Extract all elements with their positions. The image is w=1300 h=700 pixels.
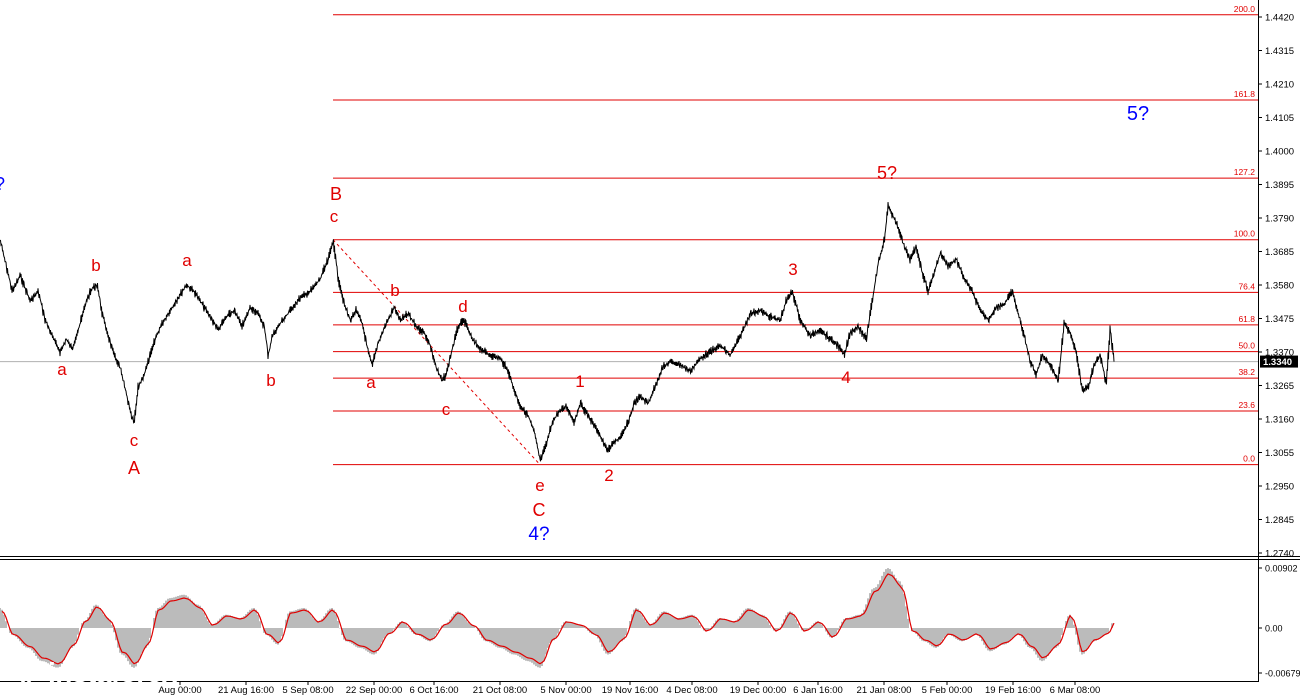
fib-level-label: 23.6	[1238, 400, 1255, 410]
time-tick-label: 6 Jan 16:00	[793, 685, 843, 696]
osc-histogram	[0, 568, 1113, 668]
fib-level-label: 38.2	[1238, 367, 1255, 377]
price-tick-label: 1.3580	[1265, 281, 1294, 292]
price-line	[0, 202, 1115, 462]
price-tick-label: 1.4000	[1265, 147, 1294, 158]
time-tick-label: 5 Sep 08:00	[282, 685, 333, 696]
time-tick-label: 4 Dec 08:00	[666, 685, 717, 696]
price-tick-label: 1.4420	[1265, 13, 1294, 24]
wave-label: 1	[575, 372, 584, 391]
wave-label: a	[182, 251, 192, 270]
osc-tick-label: 0.00	[1265, 624, 1283, 634]
current-price-label: 1.3340	[1263, 357, 1292, 368]
logo-tagline: Instant Forex Trading	[50, 684, 154, 696]
time-tick-label: 22 Sep 00:00	[346, 685, 403, 696]
time-tick-label: 21 Oct 08:00	[473, 685, 527, 696]
osc-signal-line	[1, 573, 1115, 665]
price-tick-label: 1.4210	[1265, 80, 1294, 91]
time-tick-label: 21 Jan 08:00	[857, 685, 912, 696]
fib-level-label: 127.2	[1234, 167, 1256, 177]
fib-level-label: 50.0	[1238, 341, 1255, 351]
wave-label: b	[266, 371, 275, 390]
price-tick-label: 1.2740	[1265, 549, 1294, 560]
osc-tick-label: -0.00679	[1265, 669, 1300, 679]
time-tick-label: 19 Dec 00:00	[730, 685, 787, 696]
price-tick-label: 1.4315	[1265, 46, 1294, 57]
logo-name: instaforex	[48, 657, 177, 688]
price-tick-label: 1.3790	[1265, 214, 1294, 225]
price-tick-label: 1.3265	[1265, 381, 1294, 392]
price-tick-label: 1.3370	[1265, 348, 1294, 359]
time-tick-label: 5 Nov 00:00	[540, 685, 591, 696]
fib-level-label: 161.8	[1234, 89, 1256, 99]
price-tick-label: 1.3160	[1265, 415, 1294, 426]
wave-label: c	[442, 400, 451, 419]
wave-label: d	[458, 297, 467, 316]
fib-level-label: 0.0	[1243, 454, 1255, 464]
oscillator-panel: 0.00902 0.00 -0.00679	[0, 564, 1300, 679]
time-tick-label: 6 Mar 08:00	[1050, 685, 1101, 696]
time-tick-label: 21 Aug 16:00	[218, 685, 274, 696]
fib-level-label: 200.0	[1234, 4, 1256, 14]
osc-tick-label: 0.00902	[1265, 564, 1298, 574]
price-axis: 1.4420 1.4315 1.4210 1.4105 1.4000 1.3895 1.37…	[1258, 13, 1298, 560]
time-tick-label: 6 Oct 16:00	[409, 685, 458, 696]
wave-label: 2	[604, 466, 613, 485]
time-tick-label: 19 Nov 16:00	[602, 685, 659, 696]
fib-trendline	[332, 239, 541, 465]
price-tick-label: 1.3475	[1265, 314, 1294, 325]
wave-label: e	[535, 476, 544, 495]
time-tick-label: 19 Feb 16:00	[985, 685, 1041, 696]
fib-level-label: 76.4	[1238, 281, 1255, 291]
time-axis: Aug 00:00 21 Aug 16:00 5 Sep 08:00 22 Sep 0…	[158, 681, 1100, 696]
wave-label: 5?	[877, 163, 897, 183]
instaforex-logo: instaforex Instant Forex Trading	[4, 654, 184, 698]
time-tick-label: Aug 00:00	[158, 685, 201, 696]
main-price-panel	[0, 0, 1300, 682]
wave-label: 5?	[1127, 103, 1149, 125]
fibonacci-levels: 200.0 161.8 127.2 100.0 76.4 61.8 50.0 38.2 23.6…	[332, 4, 1258, 466]
wave-label: b	[390, 281, 399, 300]
wave-label: a	[366, 373, 376, 392]
wave-label: ?	[0, 174, 5, 194]
price-tick-label: 1.3895	[1265, 180, 1294, 191]
price-tick-label: 1.4105	[1265, 113, 1294, 124]
wave-label: 3	[788, 260, 797, 279]
wave-label: b	[91, 256, 100, 275]
current-price-tag	[1260, 355, 1298, 368]
fib-level-label: 100.0	[1234, 229, 1256, 239]
wave-label: B	[330, 184, 342, 204]
time-tick-label: 5 Feb 00:00	[922, 685, 973, 696]
wave-label: c	[130, 431, 139, 450]
price-series	[0, 202, 1115, 462]
wave-label: c	[330, 207, 339, 226]
wave-label: C	[533, 500, 546, 520]
price-tick-label: 1.3685	[1265, 247, 1294, 258]
price-tick-label: 1.2845	[1265, 515, 1294, 526]
price-tick-label: 1.2950	[1265, 482, 1294, 493]
fib-level-label: 61.8	[1238, 314, 1255, 324]
price-tick-label: 1.3055	[1265, 448, 1294, 459]
main-panel-bg	[0, 0, 1300, 556]
wave-label: 4?	[528, 524, 549, 545]
logo-star-icon	[7, 659, 45, 694]
wave-label: a	[57, 360, 67, 379]
wave-label: 4	[841, 368, 850, 387]
wave-label: A	[128, 458, 140, 478]
